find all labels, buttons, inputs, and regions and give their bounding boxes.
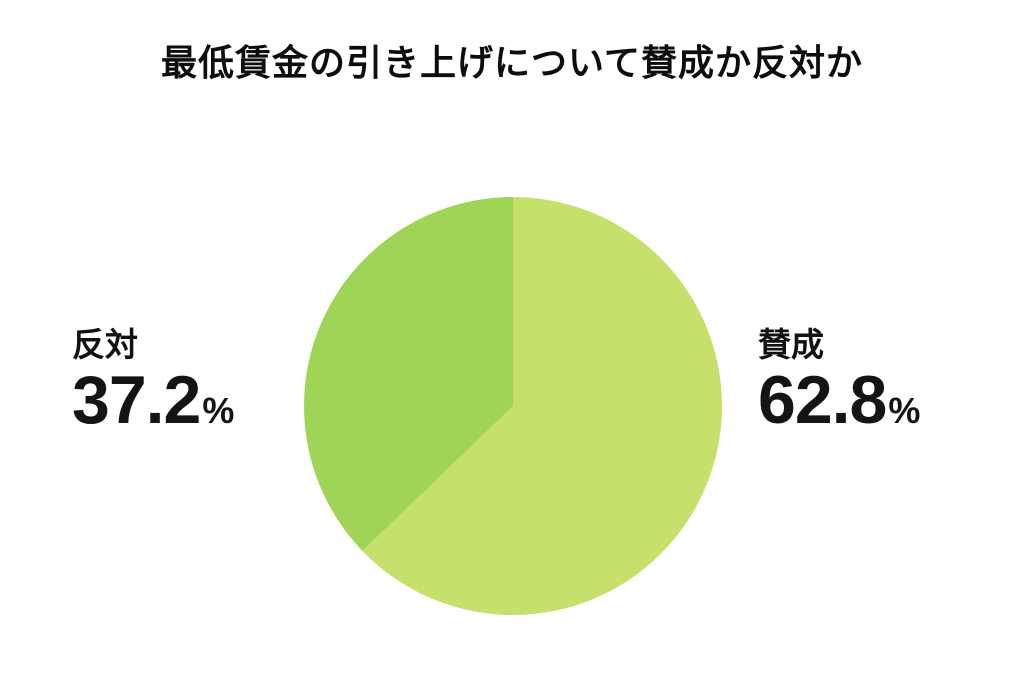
- pie-slice-agree: [362, 197, 722, 615]
- slice-name-agree: 賛成: [758, 326, 824, 363]
- slice-value-oppose: 37.2: [72, 361, 201, 438]
- label-group-oppose: 反対 37.2 %: [72, 326, 234, 434]
- slice-value-row-oppose: 37.2 %: [72, 366, 234, 434]
- percent-sign-agree: %: [888, 389, 921, 431]
- chart-title: 最低賃金の引き上げについて賛成か反対か: [161, 42, 863, 83]
- pie-slice-oppose: [304, 197, 513, 551]
- percent-sign-oppose: %: [202, 389, 235, 431]
- slice-value-agree: 62.8: [758, 361, 887, 438]
- label-group-agree: 賛成 62.8 %: [758, 326, 920, 434]
- slice-name-oppose: 反対: [72, 326, 138, 363]
- pie-chart: [304, 197, 722, 615]
- slice-value-row-agree: 62.8 %: [758, 366, 920, 434]
